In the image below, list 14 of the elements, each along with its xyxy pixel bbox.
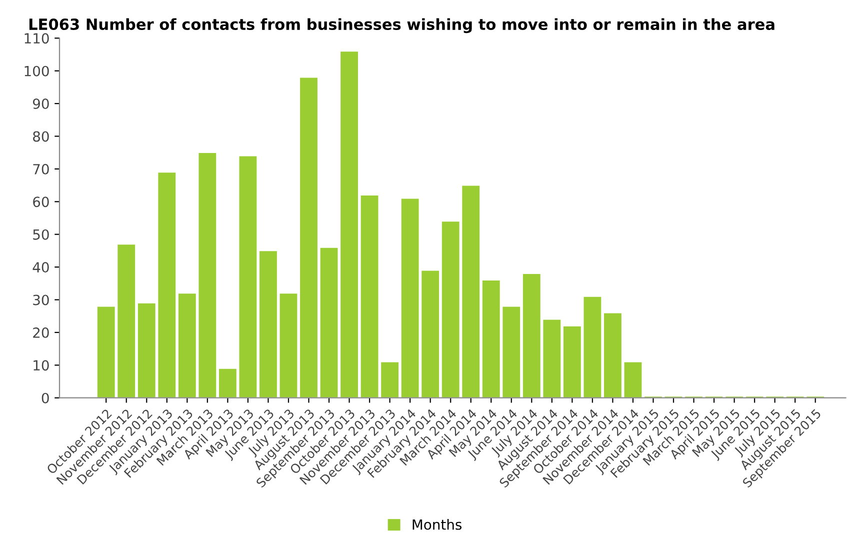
y-tick-label: 80: [33, 131, 49, 142]
legend-label: Months: [412, 519, 462, 530]
y-tick-label: 30: [33, 294, 49, 306]
y-tick-label: 70: [33, 164, 49, 174]
y-tick-label: 110: [24, 33, 49, 44]
y-tick-label: 50: [33, 229, 49, 240]
chart-title: LE063 Number of contacts from businesses wishing to move into or remain in the area: [29, 18, 774, 34]
y-tick-label: 20: [33, 327, 49, 338]
y-tick-label: 10: [34, 360, 49, 371]
y-tick-label: 0: [42, 392, 49, 404]
y-tick-label: 90: [32, 98, 49, 110]
y-tick-label: 100: [24, 66, 49, 76]
y-tick-label: 40: [32, 262, 49, 273]
y-tick-label: 60: [33, 196, 49, 208]
